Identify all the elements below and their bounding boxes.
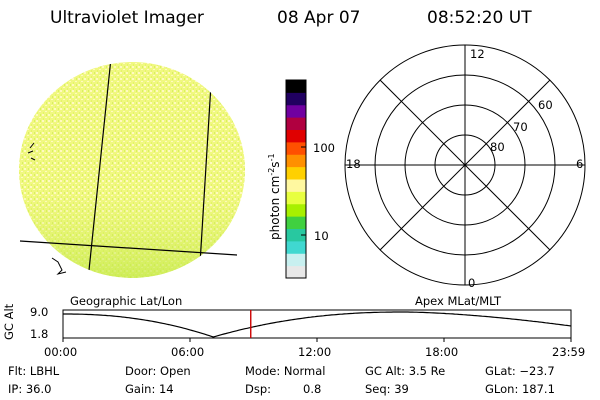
colorbar-segment — [286, 166, 306, 180]
altitude-y-bottom: 1.8 — [30, 327, 49, 341]
colorbar-segment — [286, 228, 306, 242]
coastline-mark-left — [27, 142, 36, 161]
altitude-curve — [63, 311, 572, 338]
altitude-plot-frame — [62, 309, 572, 339]
altitude-x-tick-2: 12:00 — [298, 345, 332, 359]
colorbar-segment — [286, 203, 306, 217]
uv-image-shade — [19, 62, 245, 278]
altitude-plot — [62, 309, 572, 342]
altitude-x-tick-1: 06:00 — [171, 345, 205, 359]
altitude-x-tick-4: 23:59 — [552, 345, 586, 359]
info-glat: GLat: −23.7 — [485, 364, 555, 378]
instrument-title: Ultraviolet Imager — [50, 8, 204, 28]
altitude-x-tick-0: 00:00 — [44, 345, 78, 359]
colorbar-frame — [285, 79, 307, 279]
polar-ring-label-60: 60 — [538, 98, 553, 112]
uv-image-grid — [87, 62, 213, 278]
colorbar-segment — [286, 154, 306, 168]
altitude-x-tick-3: 18:00 — [425, 345, 459, 359]
colorbar-segment — [286, 92, 306, 106]
uv-image — [19, 62, 245, 278]
polar-label-0: 0 — [468, 276, 476, 290]
info-ip: IP: 36.0 — [8, 382, 52, 396]
colorbar-tick-10: 10 — [314, 229, 329, 243]
polar-label-6: 6 — [576, 157, 584, 171]
time-label: 08:52:20 UT — [427, 8, 532, 28]
colorbar-segment — [286, 80, 306, 93]
info-seq: Seq: 39 — [365, 382, 409, 396]
colorbar-segment — [286, 216, 306, 230]
polar-ring-label-80: 80 — [490, 140, 505, 154]
polar-label-12: 12 — [470, 47, 485, 61]
colorbar-segment — [286, 129, 306, 143]
colorbar-segment — [286, 117, 306, 131]
info-gain: Gain: 14 — [125, 382, 174, 396]
altitude-y-top: 9.0 — [30, 305, 49, 319]
colorbar-unit-label: photon cm-2s-1 — [267, 153, 282, 240]
colorbar-segment — [286, 265, 306, 279]
colorbar-segment — [286, 104, 306, 118]
colorbar-segment — [286, 191, 306, 205]
info-glon: GLon: 187.1 — [485, 382, 555, 396]
polar-diag-2 — [379, 79, 551, 251]
colorbar-segment — [286, 240, 306, 254]
colorbar-segment — [286, 141, 306, 155]
colorbar-segment — [286, 179, 306, 192]
geographic-coord-label: Geographic Lat/Lon — [70, 294, 183, 308]
altitude-axis-label: GC Alt — [2, 303, 16, 340]
latitude-line — [19, 240, 238, 256]
colorbar-segment — [286, 253, 306, 267]
polar-label-18: 18 — [346, 157, 361, 171]
polar-plot — [344, 44, 586, 286]
coastline-mark-bottom — [51, 257, 67, 275]
colorbar-tick-100: 100 — [313, 141, 335, 155]
polar-ring-label-70: 70 — [513, 120, 528, 134]
info-dsp-value: 0.8 — [303, 382, 322, 396]
date-label: 08 Apr 07 — [277, 8, 361, 28]
apex-coord-label: Apex MLat/MLT — [415, 294, 502, 308]
info-flt: Flt: LBHL — [8, 364, 60, 378]
info-mode: Mode: Normal — [245, 364, 326, 378]
info-door: Door: Open — [125, 364, 191, 378]
info-gc-alt: GC Alt: 3.5 Re — [365, 364, 446, 378]
colorbar — [285, 79, 307, 279]
info-dsp-label: Dsp: — [245, 382, 272, 396]
